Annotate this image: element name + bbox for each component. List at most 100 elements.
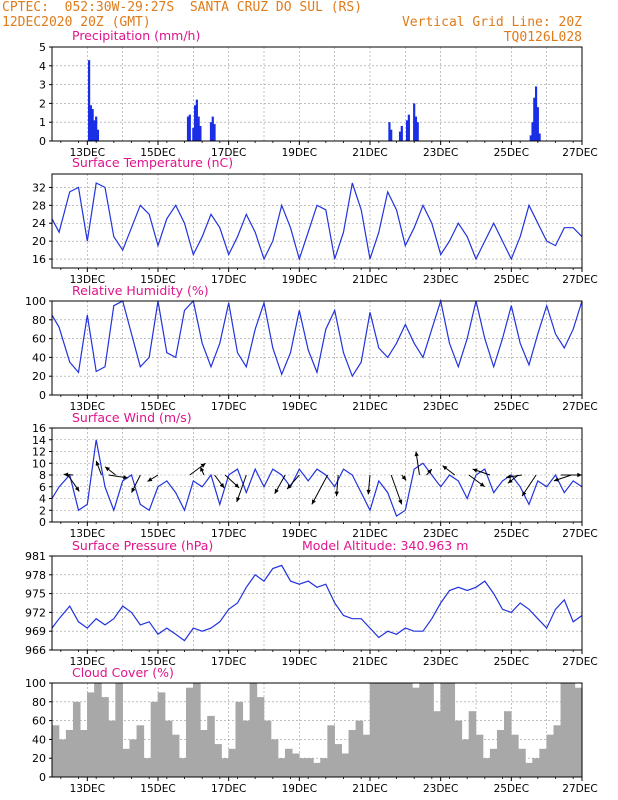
cloud-bar	[546, 734, 554, 777]
cloud-bar	[482, 758, 491, 777]
x-tick-label: 15DEC	[140, 656, 175, 668]
panel-frame	[51, 682, 583, 778]
cloud-bar	[186, 687, 194, 777]
cloud-bar	[136, 725, 145, 777]
x-tick-label: 25DEC	[494, 528, 529, 540]
cloud-bar	[115, 683, 123, 777]
y-tick-label: 16	[32, 422, 46, 435]
cloud-bar	[489, 748, 498, 777]
x-tick-label: 17DEC	[211, 528, 246, 540]
cloud-bar	[277, 758, 286, 777]
precip-bar	[414, 116, 418, 141]
cloud-bar	[270, 739, 279, 777]
wind-arrow-head	[200, 466, 205, 472]
y-tick-label: 966	[25, 644, 46, 657]
wind-arrow-head	[506, 474, 511, 479]
precip-bar	[533, 97, 536, 141]
x-tick-label: 27DEC	[562, 274, 597, 286]
wind-arrow-head	[63, 472, 69, 477]
cloud-bar	[72, 701, 81, 777]
precip-bar	[194, 105, 197, 141]
y-tick-label: 28	[32, 199, 46, 212]
panel-title: Surface Wind (m/s)	[72, 410, 192, 425]
wind-arrow-head	[236, 497, 241, 502]
precip-bar	[213, 124, 216, 141]
y-tick-label: 0	[39, 771, 46, 784]
x-tick-label: 19DEC	[282, 783, 317, 795]
cloud-bar	[369, 683, 378, 777]
x-tick-label: 23DEC	[423, 401, 458, 413]
wind-arrow-head	[427, 469, 432, 474]
cloud-bar	[256, 697, 265, 777]
cloud-bar	[341, 753, 350, 777]
y-tick-label: 969	[25, 625, 46, 638]
cloud-bar	[249, 683, 258, 777]
x-tick-label: 23DEC	[423, 656, 458, 668]
cloud-bar	[362, 734, 371, 777]
x-tick-label: 21DEC	[352, 528, 387, 540]
x-tick-label: 25DEC	[494, 783, 529, 795]
y-tick-label: 40	[32, 351, 46, 364]
cloud-bar	[101, 697, 109, 777]
precip-bar	[211, 116, 214, 141]
x-tick-label: 17DEC	[211, 274, 246, 286]
wind-arrow-head	[398, 499, 403, 505]
precip-bar	[91, 109, 94, 141]
y-tick-label: 8	[39, 469, 46, 482]
wind-arrow-head	[95, 460, 100, 466]
wind-arrow	[311, 474, 329, 505]
cloud-bar	[171, 734, 180, 777]
cloud-bar	[574, 687, 583, 777]
cloud-bar	[87, 692, 95, 777]
wind-arrow-head	[274, 488, 279, 494]
station-title: CPTEC: 052:30W-29:27S SANTA CRUZ DO SUL …	[2, 0, 363, 15]
precip-bar	[406, 120, 409, 141]
wind-arrow-head	[105, 466, 110, 472]
cloud-bar	[560, 683, 569, 777]
cloud-bar	[553, 725, 562, 777]
cloud-bar	[468, 711, 477, 777]
cloud-bar	[164, 720, 173, 777]
precip-bar	[192, 127, 195, 141]
x-tick-label: 21DEC	[352, 656, 387, 668]
cloud-bar	[228, 748, 236, 777]
chart-header: CPTEC: 052:30W-29:27S SANTA CRUZ DO SUL …	[0, 0, 618, 46]
cloud-bar	[306, 758, 314, 777]
cloud-bar	[496, 730, 505, 777]
cloud-bar	[376, 683, 385, 777]
precip-bar	[89, 105, 92, 141]
x-tick-label: 13DEC	[70, 656, 105, 668]
precip-bar	[407, 114, 410, 141]
series-line	[51, 182, 583, 262]
cloud-bar	[348, 730, 357, 777]
x-tick-label: 23DEC	[423, 147, 458, 159]
cloud-bar	[122, 748, 130, 777]
panel-frame	[51, 173, 583, 269]
wind-arrow	[236, 474, 247, 503]
cloud-bar	[447, 683, 456, 777]
precip-bar	[398, 131, 402, 141]
precip-bar	[197, 116, 200, 141]
wind-arrow-head	[472, 468, 478, 473]
x-tick-label: 25DEC	[494, 401, 529, 413]
y-tick-label: 12	[32, 446, 46, 459]
y-tick-label: 5	[39, 41, 46, 54]
y-tick-label: 40	[32, 733, 46, 746]
wind-arrow-head	[401, 475, 407, 481]
cloud-bar	[313, 762, 321, 777]
precip-bar	[390, 129, 393, 141]
precip-bar	[538, 133, 541, 141]
x-tick-label: 21DEC	[352, 401, 387, 413]
wind-arrow-head	[234, 483, 240, 488]
y-tick-label: 20	[32, 752, 46, 765]
precip-bar	[188, 114, 191, 141]
x-tick-label: 17DEC	[211, 147, 246, 159]
panel-title: Surface Temperature (nC)	[72, 155, 233, 170]
y-tick-label: 972	[25, 606, 46, 619]
cloud-bar	[504, 711, 512, 777]
precip-bar	[95, 116, 98, 141]
wind-arrow-head	[507, 478, 513, 484]
x-tick-label: 15DEC	[140, 147, 175, 159]
y-tick-label: 978	[25, 569, 46, 582]
